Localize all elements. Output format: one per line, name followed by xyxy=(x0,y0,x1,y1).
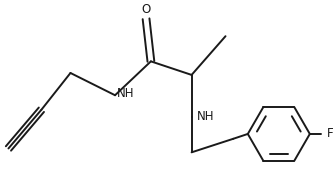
Text: O: O xyxy=(141,3,151,16)
Text: NH: NH xyxy=(117,87,135,100)
Text: F: F xyxy=(327,128,334,140)
Text: NH: NH xyxy=(196,110,214,123)
